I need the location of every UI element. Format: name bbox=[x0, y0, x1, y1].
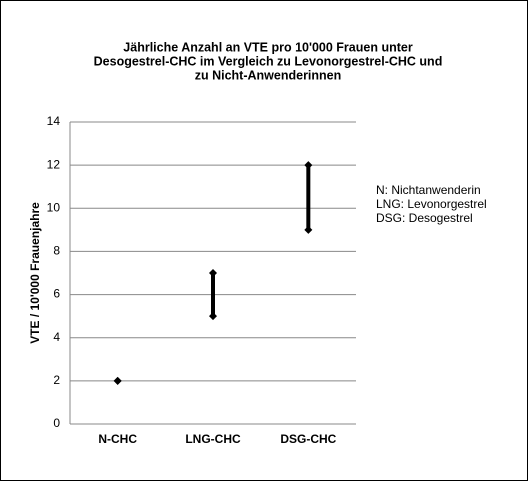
marker bbox=[209, 269, 217, 277]
legend-note: N: Nichtanwenderin bbox=[376, 183, 481, 197]
y-axis-label: VTE / 10'000 Frauenjahre bbox=[28, 202, 42, 344]
y-tick-label: 10 bbox=[47, 200, 61, 214]
chart-title: Jährliche Anzahl an VTE pro 10'000 Fraue… bbox=[123, 40, 413, 54]
marker bbox=[113, 376, 122, 385]
y-tick-label: 6 bbox=[53, 287, 60, 301]
legend-note: DSG: Desogestrel bbox=[376, 211, 473, 225]
legend-note: LNG: Levonorgestrel bbox=[376, 197, 487, 211]
y-tick-label: 0 bbox=[53, 416, 60, 430]
marker bbox=[209, 312, 217, 321]
x-tick-label: DSG-CHC bbox=[280, 432, 336, 446]
marker bbox=[304, 161, 313, 170]
y-tick-label: 14 bbox=[47, 114, 61, 128]
y-tick-label: 8 bbox=[53, 244, 60, 258]
chart-title: Desogestrel-CHC im Vergleich zu Levonorg… bbox=[94, 54, 443, 68]
marker bbox=[304, 225, 313, 234]
y-tick-label: 2 bbox=[53, 373, 60, 387]
x-tick-label: LNG-CHC bbox=[185, 432, 241, 446]
y-tick-label: 12 bbox=[47, 157, 61, 171]
y-tick-label: 4 bbox=[53, 330, 60, 344]
x-tick-label: N-CHC bbox=[98, 432, 137, 446]
chart-title: zu Nicht-Anwenderinnen bbox=[195, 68, 342, 82]
